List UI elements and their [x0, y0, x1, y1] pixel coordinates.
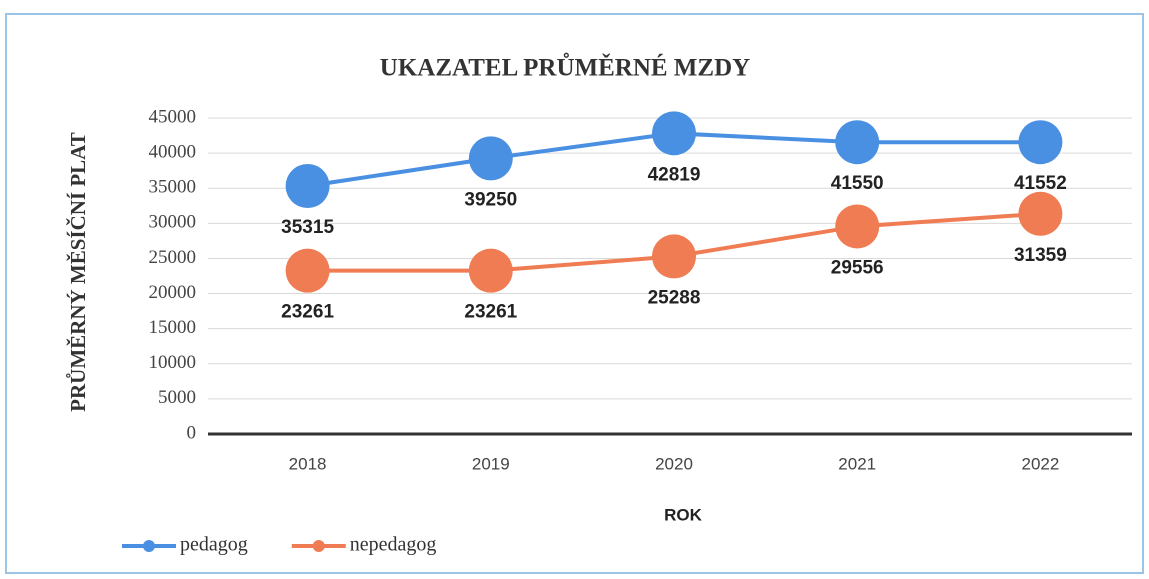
data-point: [1018, 191, 1063, 236]
data-point: [835, 120, 880, 165]
data-point: [285, 164, 330, 209]
data-label: 41552: [1014, 173, 1067, 194]
chart-title: UKAZATEL PRŮMĚRNÉ MZDY: [380, 52, 750, 82]
data-point: [835, 204, 880, 249]
y-tick-label: 25000: [149, 247, 197, 268]
data-label: 31359: [1014, 245, 1067, 266]
y-tick-label: 20000: [149, 282, 197, 303]
x-axis-label: ROK: [664, 505, 703, 524]
legend-label: pedagog: [180, 534, 248, 556]
y-tick-label: 45000: [149, 106, 197, 127]
x-tick-label: 2020: [655, 454, 693, 473]
data-label: 23261: [281, 302, 334, 323]
data-label: 25288: [648, 287, 701, 308]
y-axis-label: PRŮMĚRNÝ MĚSÍČNÍ PLAT: [66, 132, 90, 412]
legend-marker: [143, 540, 155, 552]
x-tick-label: 2021: [838, 454, 876, 473]
y-tick-label: 35000: [149, 177, 197, 198]
data-label: 41550: [831, 173, 884, 194]
x-tick-label: 2022: [1021, 454, 1059, 473]
y-tick-label: 40000: [149, 141, 197, 162]
data-point: [468, 248, 513, 293]
data-label: 23261: [464, 302, 517, 323]
data-label: 39250: [464, 189, 517, 210]
data-point: [652, 111, 696, 156]
data-label: 42819: [648, 164, 701, 185]
y-tick-label: 10000: [149, 352, 197, 373]
data-point: [285, 248, 330, 293]
y-tick-label: 30000: [149, 212, 197, 233]
legend-marker: [312, 540, 325, 552]
data-point: [652, 234, 696, 279]
data-label: 35315: [281, 217, 334, 238]
data-label: 29556: [831, 257, 884, 278]
y-tick-label: 15000: [149, 317, 197, 338]
y-tick-label: 0: [187, 422, 197, 443]
x-tick-label: 2018: [289, 454, 327, 473]
y-tick-label: 5000: [158, 387, 196, 408]
data-point: [1018, 120, 1063, 165]
data-point: [468, 136, 513, 181]
legend-label: nepedagog: [350, 534, 437, 556]
x-tick-label: 2019: [472, 454, 510, 473]
